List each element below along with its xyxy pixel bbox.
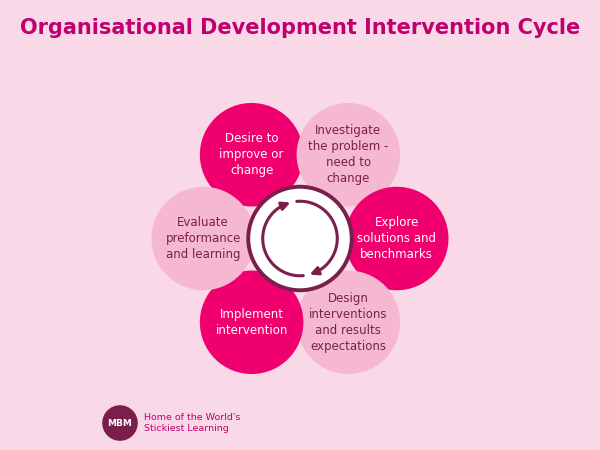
Text: Explore
solutions and
benchmarks: Explore solutions and benchmarks bbox=[357, 216, 436, 261]
Text: Organisational Development Intervention Cycle: Organisational Development Intervention … bbox=[20, 18, 580, 38]
Text: Evaluate
preformance
and learning: Evaluate preformance and learning bbox=[166, 216, 241, 261]
Text: Design
interventions
and results
expectations: Design interventions and results expecta… bbox=[309, 292, 388, 353]
Text: MBM: MBM bbox=[107, 418, 133, 427]
Text: Implement
intervention: Implement intervention bbox=[215, 308, 288, 337]
Circle shape bbox=[248, 187, 352, 290]
Circle shape bbox=[103, 406, 137, 440]
Circle shape bbox=[296, 103, 400, 207]
Text: Investigate
the problem -
need to
change: Investigate the problem - need to change bbox=[308, 124, 389, 185]
Circle shape bbox=[296, 270, 400, 374]
Circle shape bbox=[151, 187, 255, 290]
Circle shape bbox=[345, 187, 449, 290]
Circle shape bbox=[200, 103, 304, 207]
Circle shape bbox=[200, 270, 304, 374]
Text: Desire to
improve or
change: Desire to improve or change bbox=[220, 132, 284, 177]
Text: Home of the World's
Stickiest Learning: Home of the World's Stickiest Learning bbox=[144, 413, 240, 433]
